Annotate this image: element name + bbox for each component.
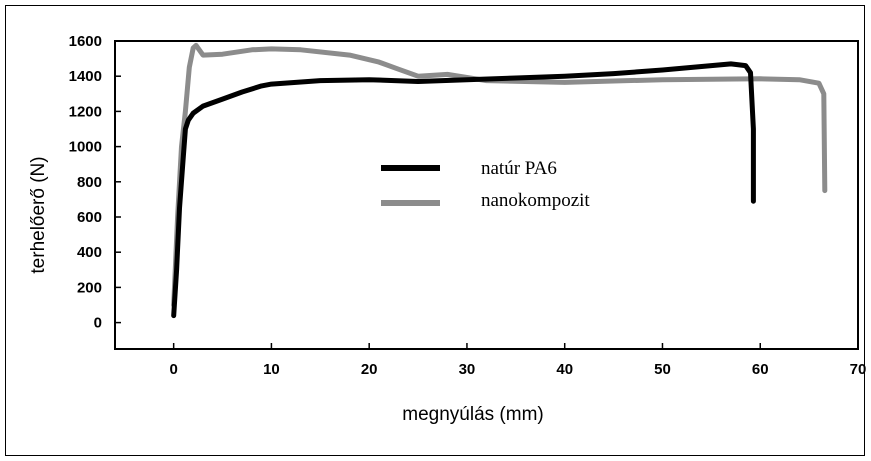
y-tick-label: 400 xyxy=(77,244,102,261)
y-tick-label: 1400 xyxy=(69,68,102,85)
x-tick-label: 30 xyxy=(459,361,476,378)
y-tick-label: 200 xyxy=(77,279,102,296)
x-tick-label: 10 xyxy=(263,361,280,378)
y-tick-label: 1000 xyxy=(69,139,102,156)
x-tick-label: 0 xyxy=(169,361,177,378)
y-tick-label: 600 xyxy=(77,209,102,226)
y-tick-label: 1200 xyxy=(69,103,102,120)
x-tick-label: 50 xyxy=(654,361,671,378)
x-tick-label: 60 xyxy=(752,361,769,378)
x-tick-label: 20 xyxy=(361,361,378,378)
y-tick-label: 1600 xyxy=(69,33,102,50)
y-tick-label: 800 xyxy=(77,174,102,191)
y-axis: 0 200 400 600 800 1000 1200 1400 1600 xyxy=(69,33,121,332)
legend-label-natur-pa6: natúr PA6 xyxy=(481,158,557,179)
legend-label-nanokompozit: nanokompozit xyxy=(481,190,590,211)
legend-box xyxy=(461,156,703,222)
y-axis-title: terhelőerő (N) xyxy=(28,156,49,273)
legend: natúr PA6 nanokompozit xyxy=(381,156,703,222)
series-line-natur-pa6 xyxy=(171,61,756,319)
series-layer xyxy=(171,42,828,319)
y-tick-label: 0 xyxy=(94,315,102,332)
x-axis-title: megnyúlás (mm) xyxy=(402,404,543,425)
series-line-nanokompozit xyxy=(171,42,828,308)
x-axis: 0 10 20 30 40 50 60 70 xyxy=(169,343,866,378)
x-tick-label: 40 xyxy=(556,361,573,378)
x-tick-label: 70 xyxy=(850,361,867,378)
